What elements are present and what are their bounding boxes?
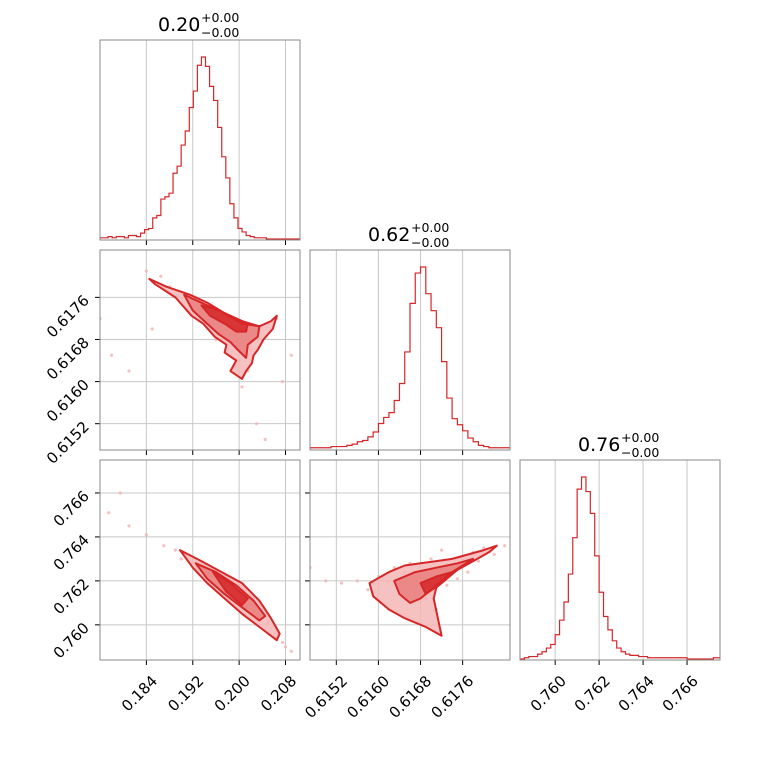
sample-point-1-2-16 <box>503 544 507 548</box>
sample-point-0-2-21 <box>118 491 122 495</box>
panel-frame-2-1 <box>309 459 511 661</box>
y-tick-label-1-0: 0.6152 <box>43 418 93 468</box>
panel-frame-0-0 <box>99 39 301 241</box>
histogram-step-2 <box>520 476 720 660</box>
sample-point-1-2-27 <box>466 570 470 574</box>
histogram-2 <box>520 476 720 660</box>
sample-point-1-2-3 <box>355 579 359 583</box>
sample-point-1-2-25 <box>439 548 444 552</box>
title-param-2: 0.76 +0.00 −0.00 <box>578 430 659 460</box>
sample-point-0-1-0 <box>144 269 148 273</box>
x-tick-label-2-1: 0.762 <box>571 672 614 715</box>
panel-frame-1-1 <box>309 249 511 451</box>
sample-point-1-2-2 <box>339 581 344 585</box>
sample-point-1-2-15 <box>492 552 496 557</box>
sample-point-0-2-12 <box>281 640 285 645</box>
sample-point-0-1-30 <box>289 353 293 357</box>
y-tick-label-1-3: 0.6176 <box>43 291 93 341</box>
pair-panel-1-2 <box>310 544 507 637</box>
sample-point-0-2-20 <box>96 474 99 477</box>
title-minus-0: −0.00 <box>201 25 239 40</box>
sample-point-1-2-14 <box>482 546 486 550</box>
sample-point-0-1-26 <box>109 353 114 357</box>
title-median-0: 0.20 <box>158 14 200 36</box>
histogram-step-1 <box>310 266 510 449</box>
sample-point-1-2-20 <box>445 583 449 587</box>
sample-point-0-1-25 <box>240 385 244 389</box>
y-tick-label-2-0: 0.760 <box>50 619 93 662</box>
sample-point-1-2-21 <box>455 577 459 581</box>
title-plus-2: +0.00 <box>621 430 659 445</box>
y-tick-label-2-3: 0.766 <box>50 487 93 530</box>
title-plus-1: +0.00 <box>411 220 449 235</box>
x-tick-label-2-3: 0.766 <box>659 672 702 715</box>
sample-point-1-2-30 <box>366 588 370 592</box>
title-median-2: 0.76 <box>578 434 620 456</box>
sample-point-1-2-28 <box>476 559 481 563</box>
title-param-0: 0.20 +0.00 −0.00 <box>158 10 239 40</box>
y-tick-label-1-2: 0.6168 <box>43 334 93 384</box>
sample-point-0-1-29 <box>281 379 285 384</box>
title-minus-2: −0.00 <box>621 445 659 460</box>
x-tick-label-0-2: 0.200 <box>211 672 254 715</box>
panel-frame-2-2 <box>519 459 721 661</box>
x-tick-label-1-1: 0.6160 <box>343 672 393 722</box>
histogram-step-0 <box>100 56 300 240</box>
sample-point-0-2-19 <box>173 548 177 552</box>
title-median-1: 0.62 <box>368 224 410 246</box>
title-plus-0: +0.00 <box>201 10 239 25</box>
sample-point-0-2-4 <box>179 557 183 561</box>
pair-panel-0-1 <box>100 269 293 442</box>
x-tick-label-0-3: 0.208 <box>257 672 300 715</box>
sample-point-0-2-2 <box>144 533 148 537</box>
y-tick-label-2-2: 0.764 <box>50 531 93 574</box>
sample-point-0-2-0 <box>107 511 111 515</box>
contour-outer-1-2 <box>368 544 498 637</box>
x-tick-label-2-2: 0.764 <box>615 672 658 715</box>
y-tick-label-1-1: 0.6160 <box>43 376 93 426</box>
histogram-1 <box>310 266 510 449</box>
histogram-0 <box>100 56 300 240</box>
panel-frame-1-0 <box>99 249 301 451</box>
title-minus-1: −0.00 <box>411 235 449 250</box>
x-tick-label-1-3: 0.6176 <box>428 672 478 722</box>
y-tick-label-2-1: 0.762 <box>50 575 93 618</box>
contour-inner-1-2 <box>419 571 454 596</box>
x-tick-label-1-2: 0.6168 <box>385 672 435 722</box>
x-tick-label-1-0: 0.6152 <box>301 672 351 722</box>
sample-point-0-1-32 <box>263 437 267 442</box>
pair-panel-0-2 <box>96 474 293 653</box>
sample-point-1-2-1 <box>324 579 328 583</box>
sample-point-0-2-23 <box>289 649 293 653</box>
panel-frame-2-0 <box>99 459 301 661</box>
x-tick-label-0-0: 0.184 <box>118 672 161 715</box>
x-tick-label-2-0: 0.760 <box>527 672 570 715</box>
sample-point-1-2-24 <box>429 557 433 561</box>
sample-point-0-1-28 <box>150 327 154 331</box>
sample-point-0-2-22 <box>283 645 288 649</box>
sample-point-0-1-1 <box>159 274 163 278</box>
sample-point-0-1-27 <box>127 369 131 373</box>
sample-point-0-2-1 <box>127 524 131 528</box>
contour-inner-0-1 <box>200 304 249 333</box>
contour-inner-0-2 <box>212 571 249 607</box>
sample-point-0-1-31 <box>254 422 259 426</box>
sample-point-0-2-3 <box>162 544 166 548</box>
x-tick-label-0-1: 0.192 <box>164 672 207 715</box>
title-param-1: 0.62 +0.00 −0.00 <box>368 220 449 250</box>
